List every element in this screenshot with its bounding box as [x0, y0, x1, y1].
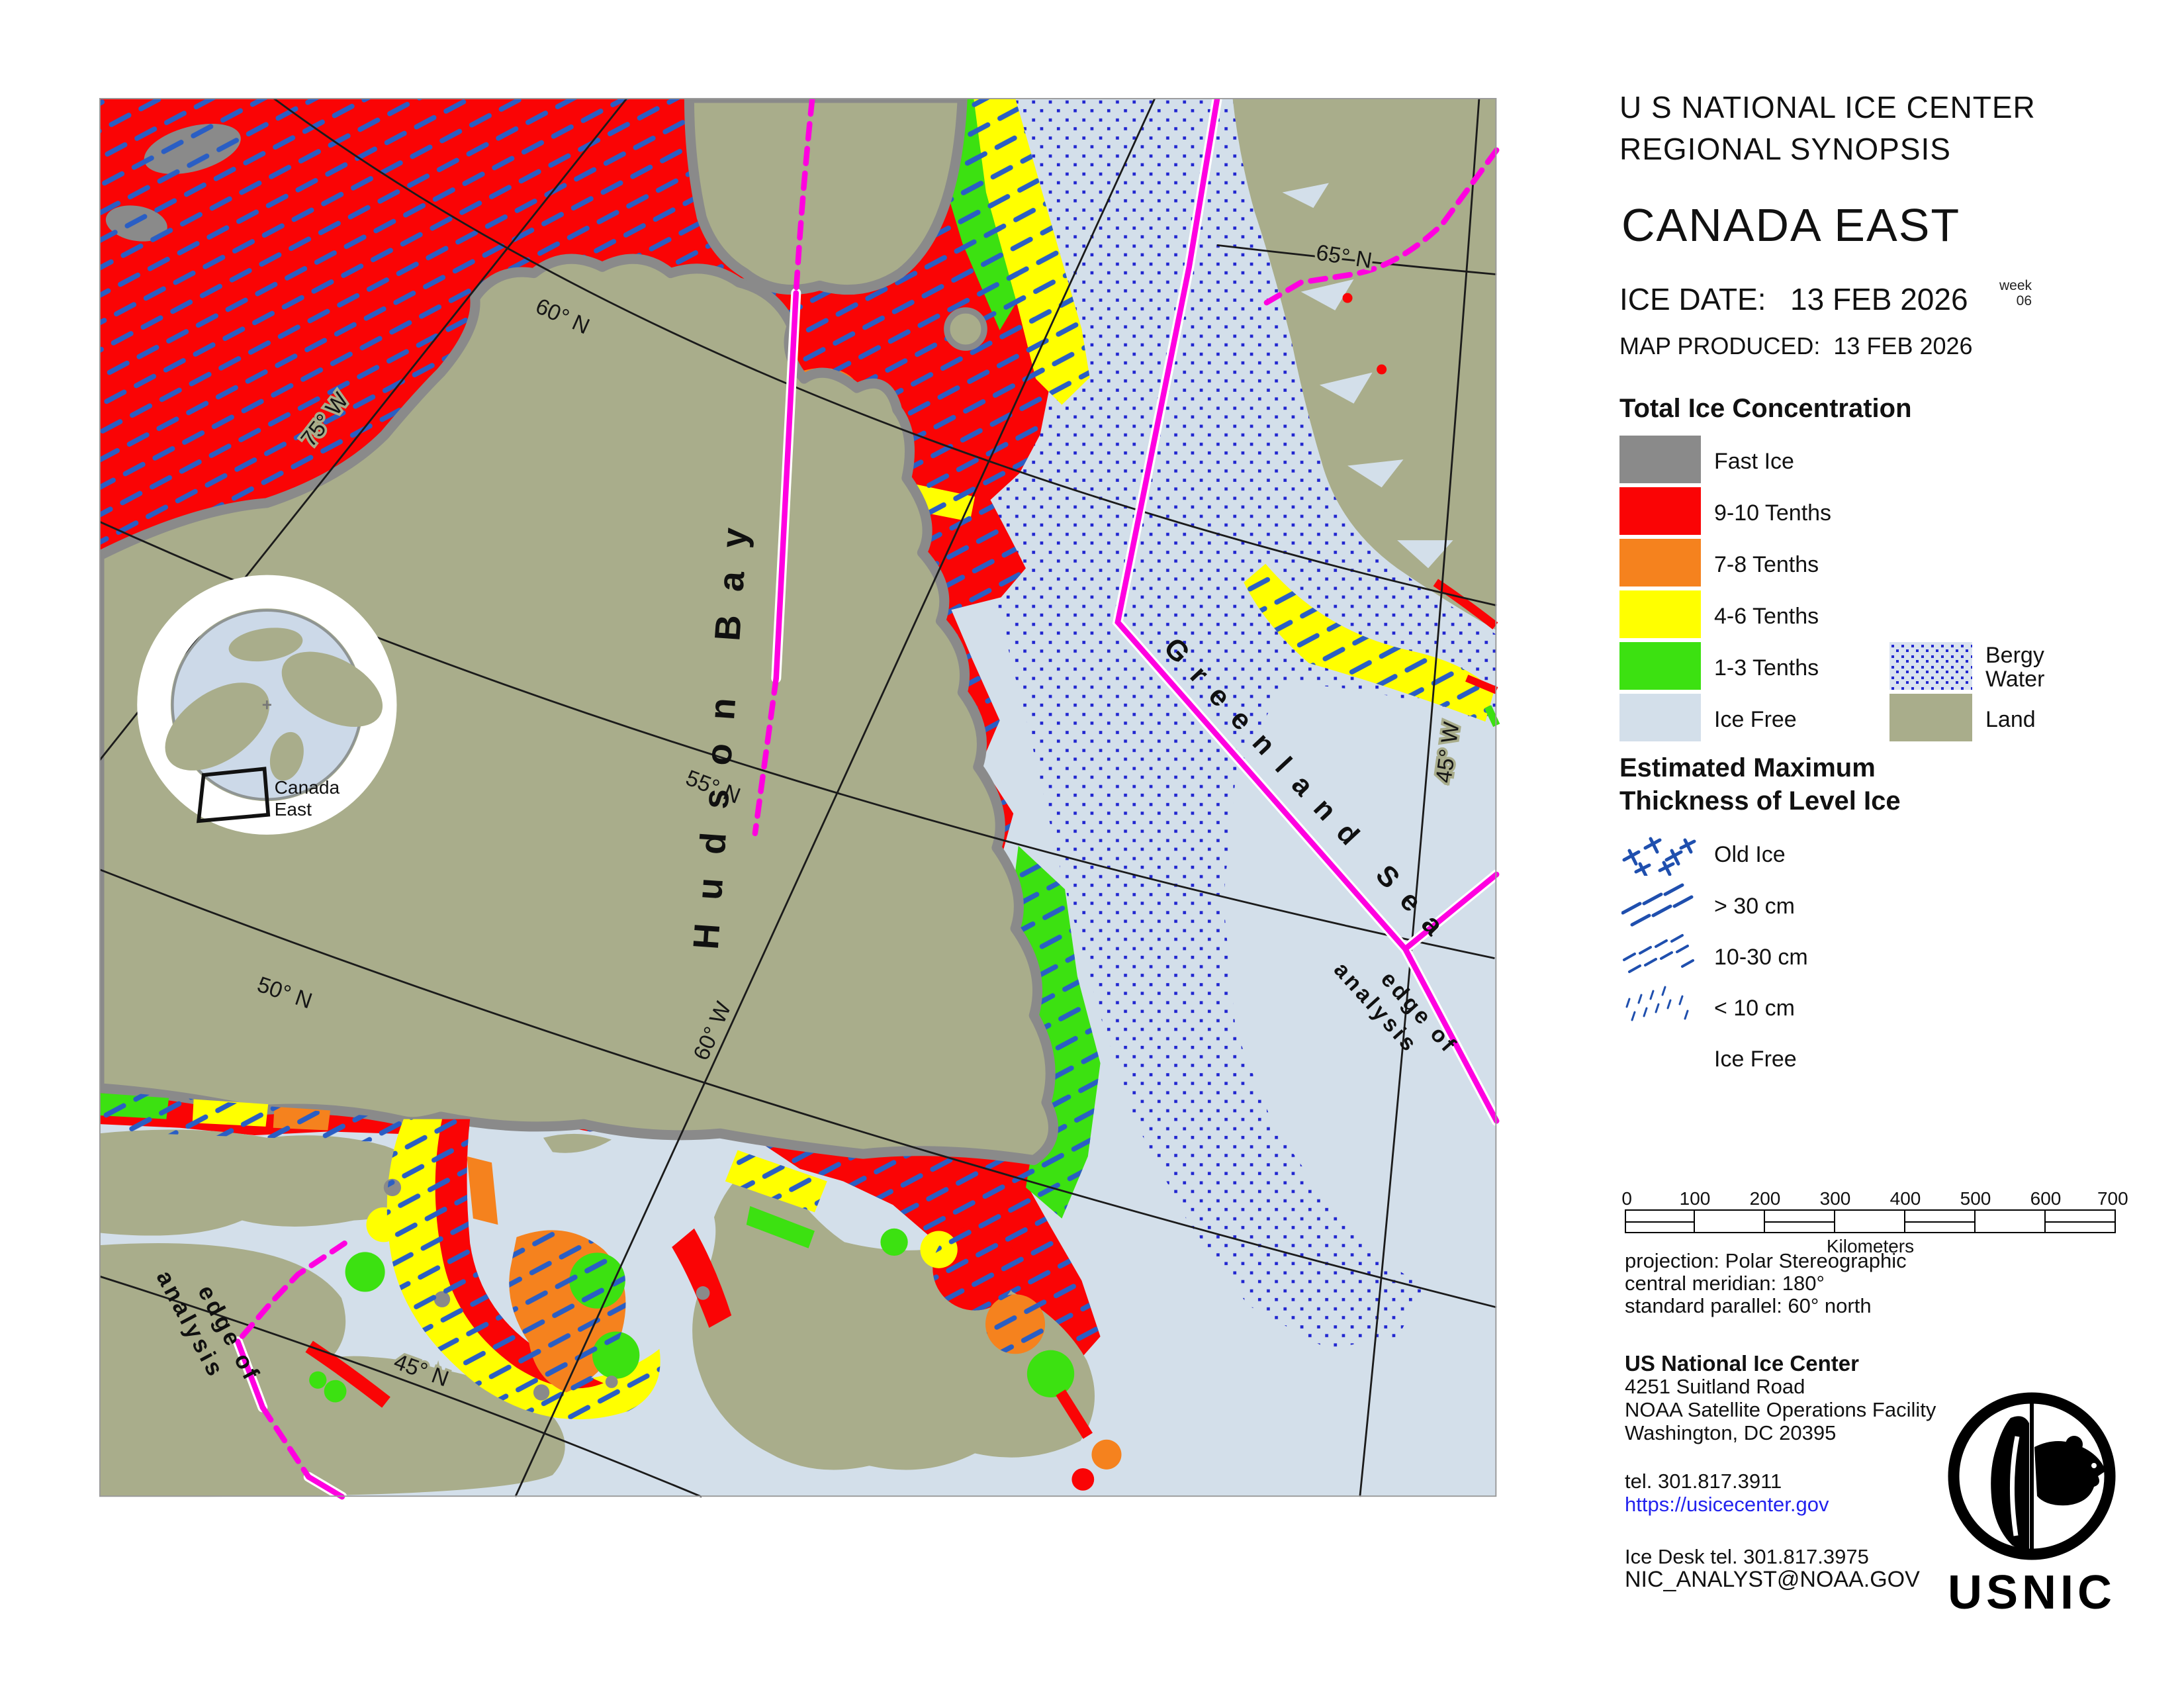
inset-region-box — [196, 767, 271, 823]
swatch-9-10 — [1619, 487, 1701, 535]
swatch-ice-free — [1619, 694, 1701, 741]
scale-tick: 100 — [1679, 1188, 1711, 1209]
gulf-ice — [99, 1090, 1122, 1491]
thickness-symbol-gt30 — [1621, 883, 1694, 927]
scale-tick: 500 — [1960, 1188, 1991, 1209]
contact-url-link[interactable]: https://usicecenter.gov — [1625, 1493, 1829, 1516]
label-4-6: 4-6 Tenths — [1714, 604, 1819, 629]
bear-eye — [2091, 1463, 2097, 1468]
map-frame — [99, 98, 1497, 1497]
concentration-legend-title: Total Ice Concentration — [1619, 394, 1912, 423]
contact-ice-desk: Ice Desk tel. 301.817.3975 — [1625, 1545, 1869, 1568]
thickness-symbol-10-30 — [1623, 934, 1694, 973]
label-1-3: 1-3 Tenths — [1714, 655, 1819, 680]
contact-address1: 4251 Suitland Road — [1625, 1375, 1805, 1398]
main-map: Canada East 60° N 75° W 55° N 60° W 50° … — [99, 98, 1502, 1502]
label-land: Land — [1985, 707, 2036, 732]
swatch-land — [1889, 694, 1972, 741]
polar-bear-icon — [2034, 1441, 2106, 1506]
bear-ear — [2066, 1436, 2083, 1453]
usnic-logo: USNIC — [1948, 1392, 2116, 1619]
pole-crosshair-icon — [262, 700, 271, 710]
swatch-4-6 — [1619, 590, 1701, 638]
projection-line2: central meridian: 180° — [1625, 1272, 1825, 1295]
label-thickness-ice-free: Ice Free — [1714, 1047, 1797, 1072]
logo-text: USNIC — [1948, 1566, 2116, 1619]
scale-tick: 200 — [1749, 1188, 1781, 1209]
week-value: 06 — [2016, 293, 2032, 308]
label-bergy-line2: Water — [1985, 667, 2045, 692]
scale-tick: 700 — [2097, 1188, 2128, 1209]
week-label: week — [1999, 278, 2032, 293]
inset-globe: Canada East — [137, 575, 397, 835]
scale-tick: 600 — [2030, 1188, 2062, 1209]
label-ice-free: Ice Free — [1714, 707, 1797, 732]
swatch-7-8 — [1619, 539, 1701, 586]
bergy-water-region — [956, 98, 1497, 1349]
thickness-symbol-lt10 — [1625, 986, 1689, 1021]
label-gt30: > 30 cm — [1714, 894, 1795, 919]
ice-date-value: 13 FEB 2026 — [1790, 282, 1968, 316]
label-bergy-line1: Bergy — [1985, 643, 2044, 668]
produced-line: MAP PRODUCED: 13 FEB 2026 — [1619, 332, 1973, 360]
contact-address3: Washington, DC 20395 — [1625, 1421, 1837, 1444]
ice-date-label: ICE DATE: — [1619, 282, 1766, 316]
thickness-title-line1: Estimated Maximum — [1619, 753, 1876, 782]
swatch-bergy-water — [1889, 642, 1972, 690]
produced-value: 13 FEB 2026 — [1833, 332, 1973, 359]
label-7-8: 7-8 Tenths — [1714, 552, 1819, 577]
scale-tick: 0 — [1621, 1188, 1632, 1209]
agency-title-line1: U S NATIONAL ICE CENTER — [1619, 90, 2036, 124]
scale-tick: 300 — [1819, 1188, 1851, 1209]
greenland-fjords — [1282, 183, 1453, 569]
penguin-belly — [2009, 1436, 2020, 1536]
label-fast-ice: Fast Ice — [1714, 449, 1794, 474]
agency-title-line2: REGIONAL SYNOPSIS — [1619, 132, 1951, 166]
scale-tick: 400 — [1889, 1188, 1921, 1209]
thickness-title-line2: Thickness of Level Ice — [1619, 786, 1901, 816]
region-title: CANADA EAST — [1621, 199, 1961, 251]
contact-address2: NOAA Satellite Operations Facility — [1625, 1398, 1936, 1421]
inset-label-line2: East — [275, 799, 312, 820]
label-old-ice: Old Ice — [1714, 842, 1786, 867]
swatch-fast-ice — [1619, 436, 1701, 483]
contact-tel: tel. 301.817.3911 — [1625, 1470, 1782, 1493]
label-9-10: 9-10 Tenths — [1714, 500, 1832, 526]
scale-bar: 0 100 200 300 400 500 600 700 Kilometers — [1621, 1188, 2128, 1257]
produced-label: MAP PRODUCED: — [1619, 332, 1821, 359]
edge-of-analysis-lines — [232, 98, 1502, 1502]
scale-unit: Kilometers — [1826, 1236, 1915, 1256]
inset-label-line1: Canada — [275, 777, 340, 798]
label-10-30: 10-30 cm — [1714, 945, 1808, 970]
contact-email: NIC_ANALYST@NOAA.GOV — [1625, 1567, 1920, 1592]
projection-line3: standard parallel: 60° north — [1625, 1294, 1872, 1317]
projection-line1: projection: Polar Stereographic — [1625, 1249, 1907, 1272]
contact-name: US National Ice Center — [1625, 1351, 1859, 1376]
label-lt10: < 10 cm — [1714, 996, 1795, 1021]
thickness-symbol-old-ice — [1622, 837, 1696, 876]
swatch-1-3 — [1619, 642, 1701, 690]
